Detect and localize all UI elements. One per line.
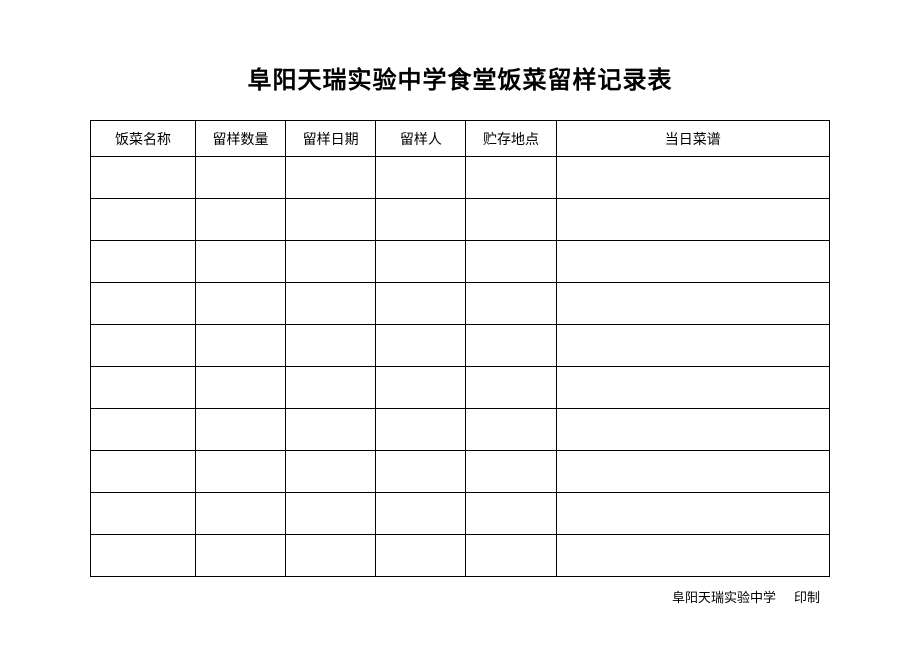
- col-header-dish-name: 饭菜名称: [91, 121, 196, 157]
- cell: [195, 325, 285, 367]
- cell: [91, 367, 196, 409]
- cell: [466, 493, 556, 535]
- cell: [376, 241, 466, 283]
- cell: [286, 535, 376, 577]
- cell: [556, 157, 829, 199]
- cell: [195, 367, 285, 409]
- cell: [91, 283, 196, 325]
- cell: [195, 493, 285, 535]
- table-row: [91, 199, 830, 241]
- cell: [195, 283, 285, 325]
- cell: [286, 325, 376, 367]
- cell: [91, 157, 196, 199]
- table-row: [91, 451, 830, 493]
- table-body: [91, 157, 830, 577]
- cell: [556, 367, 829, 409]
- cell: [91, 451, 196, 493]
- document-page: 阜阳天瑞实验中学食堂饭菜留样记录表 饭菜名称 留样数量 留样日期 留样人 贮存地…: [0, 0, 920, 606]
- cell: [556, 283, 829, 325]
- cell: [556, 241, 829, 283]
- cell: [376, 157, 466, 199]
- cell: [376, 451, 466, 493]
- cell: [556, 451, 829, 493]
- cell: [376, 367, 466, 409]
- cell: [91, 409, 196, 451]
- cell: [286, 157, 376, 199]
- cell: [376, 535, 466, 577]
- cell: [286, 241, 376, 283]
- cell: [91, 241, 196, 283]
- table-row: [91, 157, 830, 199]
- cell: [286, 199, 376, 241]
- cell: [466, 535, 556, 577]
- cell: [286, 409, 376, 451]
- col-header-sampler: 留样人: [376, 121, 466, 157]
- cell: [195, 157, 285, 199]
- cell: [195, 409, 285, 451]
- cell: [91, 493, 196, 535]
- table-row: [91, 409, 830, 451]
- cell: [376, 409, 466, 451]
- col-header-storage-location: 贮存地点: [466, 121, 556, 157]
- cell: [286, 451, 376, 493]
- cell: [376, 199, 466, 241]
- cell: [195, 535, 285, 577]
- cell: [466, 325, 556, 367]
- cell: [466, 199, 556, 241]
- cell: [195, 451, 285, 493]
- col-header-sample-quantity: 留样数量: [195, 121, 285, 157]
- cell: [466, 367, 556, 409]
- table-row: [91, 241, 830, 283]
- cell: [466, 241, 556, 283]
- cell: [466, 451, 556, 493]
- cell: [556, 199, 829, 241]
- cell: [91, 199, 196, 241]
- cell: [556, 409, 829, 451]
- cell: [376, 493, 466, 535]
- footer: 阜阳天瑞实验中学 印制: [90, 587, 830, 606]
- cell: [286, 283, 376, 325]
- cell: [195, 199, 285, 241]
- page-title: 阜阳天瑞实验中学食堂饭菜留样记录表: [90, 60, 830, 95]
- cell: [466, 283, 556, 325]
- table-header-row: 饭菜名称 留样数量 留样日期 留样人 贮存地点 当日菜谱: [91, 121, 830, 157]
- col-header-sample-date: 留样日期: [286, 121, 376, 157]
- cell: [556, 535, 829, 577]
- cell: [376, 325, 466, 367]
- footer-action: 印制: [794, 590, 820, 605]
- table-row: [91, 535, 830, 577]
- table-row: [91, 325, 830, 367]
- col-header-daily-menu: 当日菜谱: [556, 121, 829, 157]
- table-row: [91, 367, 830, 409]
- table-row: [91, 283, 830, 325]
- table-row: [91, 493, 830, 535]
- cell: [556, 325, 829, 367]
- cell: [195, 241, 285, 283]
- cell: [466, 409, 556, 451]
- cell: [91, 535, 196, 577]
- cell: [376, 283, 466, 325]
- record-table: 饭菜名称 留样数量 留样日期 留样人 贮存地点 当日菜谱: [90, 120, 830, 577]
- footer-org: 阜阳天瑞实验中学: [672, 590, 776, 605]
- cell: [556, 493, 829, 535]
- cell: [466, 157, 556, 199]
- cell: [286, 493, 376, 535]
- cell: [286, 367, 376, 409]
- cell: [91, 325, 196, 367]
